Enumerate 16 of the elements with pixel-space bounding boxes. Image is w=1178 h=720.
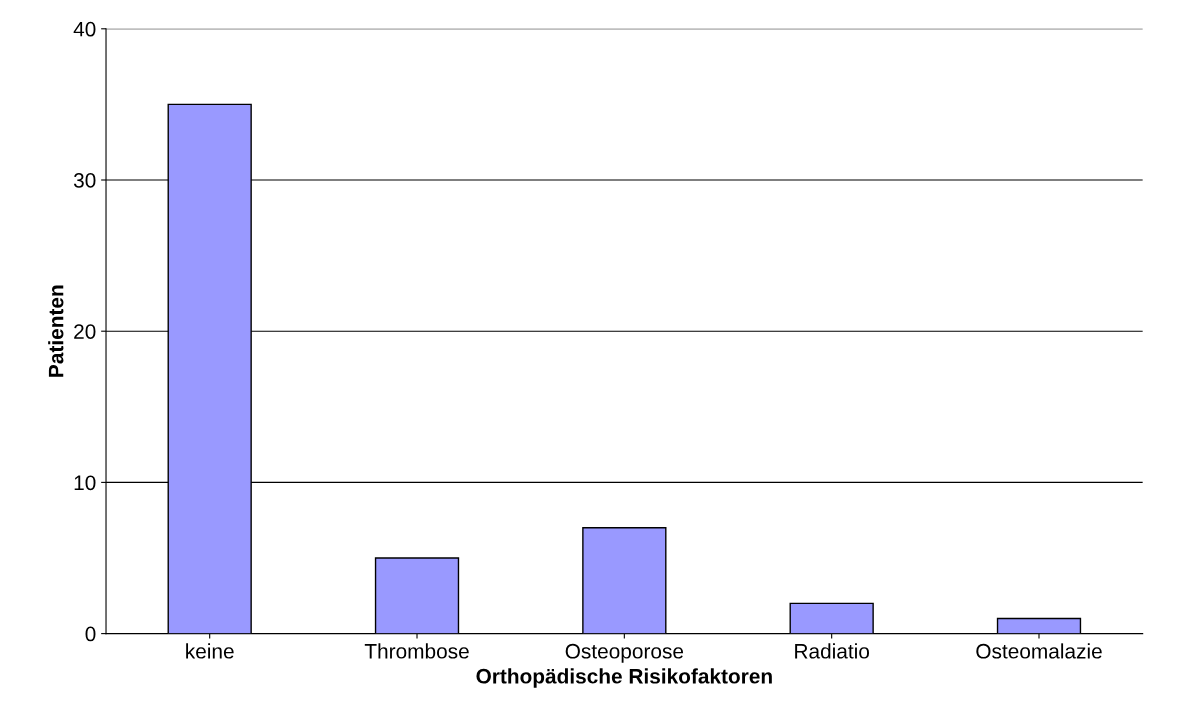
x-axis-title: Orthopädische Risikofaktoren (476, 668, 772, 688)
x-tick-label: keine (186, 643, 234, 659)
y-tick-label: 0 (85, 626, 96, 642)
x-tick-label: Thrombose (364, 643, 469, 659)
y-tick-label: 20 (74, 324, 96, 339)
x-tick-label: Radiatio (795, 643, 870, 659)
y-tick-label: 30 (73, 173, 96, 188)
bar (582, 527, 667, 634)
y-tick-label: 10 (74, 475, 96, 491)
bar (789, 602, 874, 634)
x-tick-label: Osteomalazie (976, 643, 1102, 659)
x-tick-label: Osteoporose (565, 643, 684, 663)
bar (374, 557, 460, 634)
bar (996, 617, 1082, 634)
y-axis-title: Patienten (48, 285, 64, 377)
y-tick-label: 40 (73, 21, 96, 37)
